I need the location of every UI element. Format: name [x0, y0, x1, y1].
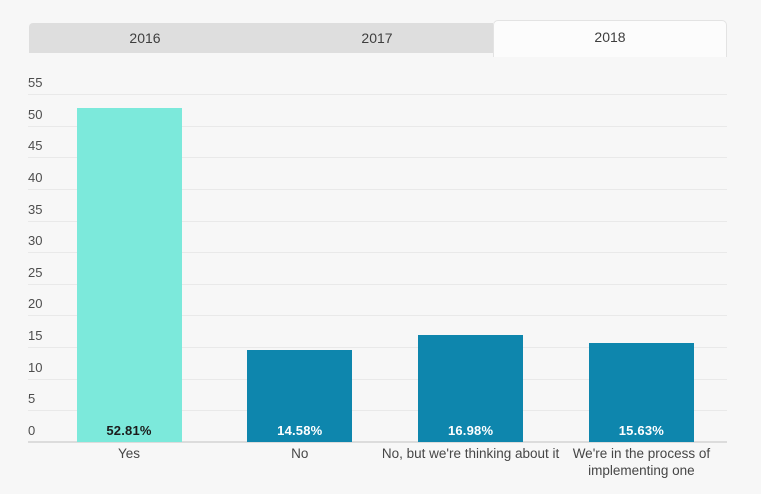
y-axis-tick-label: 0	[28, 423, 36, 438]
grid-line	[28, 252, 727, 254]
grid-line	[28, 188, 727, 190]
category-label: No, but we're thinking about it	[381, 446, 560, 461]
year-tabs: 2016 2017 2018	[29, 20, 727, 57]
grid-line	[28, 94, 727, 95]
category-label: We're in the process of implementing one	[572, 446, 711, 478]
y-axis-tick-label: 10	[28, 359, 43, 375]
bar-value-label: 15.63%	[618, 422, 665, 438]
grid-line	[28, 283, 727, 285]
grid-line	[28, 125, 727, 127]
category-label: Yes	[117, 446, 141, 461]
y-axis-tick-label: 45	[28, 138, 43, 154]
y-axis-tick-label: 30	[28, 233, 43, 249]
bar-value-label: 14.58%	[277, 422, 323, 438]
category-label: No	[291, 446, 309, 461]
grid-line	[28, 157, 727, 159]
y-axis-tick-label: 55	[28, 75, 43, 90]
grid-line	[28, 441, 727, 443]
grid-line	[28, 347, 727, 349]
y-axis-tick-label: 25	[28, 264, 43, 280]
y-axis-tick-label: 15	[28, 328, 43, 344]
y-axis-tick-label: 50	[28, 106, 43, 122]
bar-1[interactable]: 52.81%	[76, 107, 182, 442]
y-axis-tick-label: 40	[28, 169, 43, 185]
grid-line	[28, 378, 727, 380]
grid-line	[28, 315, 727, 317]
tab-2016[interactable]: 2016	[29, 23, 261, 53]
y-axis-tick-label: 20	[28, 296, 43, 312]
bar-value-label: 52.81%	[106, 422, 152, 438]
bar-value-label: 16.98%	[447, 422, 494, 438]
bar-2[interactable]: 14.58%	[247, 349, 353, 442]
grid-line	[28, 220, 727, 222]
bar-4[interactable]: 15.63%	[588, 343, 694, 442]
y-axis-tick-label: 35	[28, 201, 43, 217]
tab-2018[interactable]: 2018	[493, 20, 727, 57]
grid-line	[28, 410, 727, 412]
bar-3[interactable]: 16.98%	[418, 334, 524, 442]
tab-2017[interactable]: 2017	[261, 23, 493, 53]
y-axis-tick-label: 5	[28, 391, 36, 407]
